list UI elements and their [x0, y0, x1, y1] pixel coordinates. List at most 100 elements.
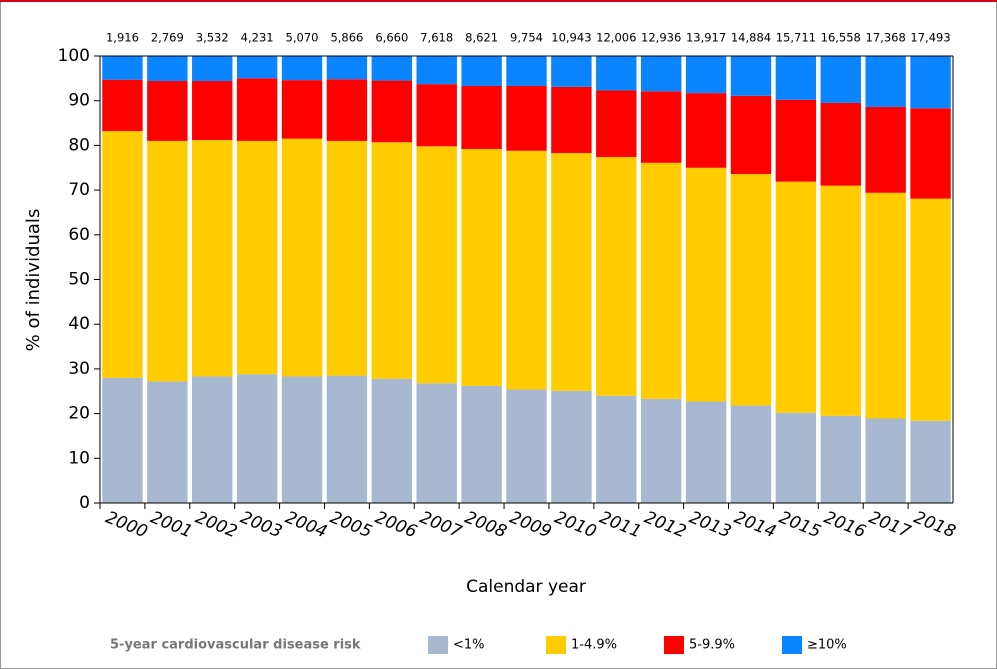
legend-swatch: [782, 636, 802, 654]
bar-segment: [640, 398, 682, 503]
count-label: 9,754: [510, 31, 543, 45]
legend-swatch: [664, 636, 684, 654]
bar-segment: [236, 56, 278, 79]
count-label: 5,070: [286, 31, 319, 45]
bar-segment: [147, 81, 188, 141]
bar-segment: [371, 80, 413, 143]
bar-segment: [730, 56, 772, 96]
bar-segment: [102, 79, 143, 132]
bar-segment: [596, 157, 637, 396]
count-label: 12,006: [596, 31, 636, 45]
bar-segment: [685, 93, 727, 168]
bar-segment: [192, 56, 233, 82]
bar-segment: [640, 56, 682, 92]
y-tick-label: 40: [68, 314, 90, 334]
count-label: 10,943: [551, 31, 591, 45]
bar-segment: [775, 56, 817, 100]
bar-segment: [371, 56, 413, 81]
bar-segment: [461, 385, 502, 503]
bar-segment: [865, 56, 906, 107]
bar-segment: [865, 106, 906, 193]
bar-segment: [147, 140, 188, 382]
bar-segment: [820, 102, 861, 186]
bar-segment: [236, 374, 278, 503]
count-label: 1,916: [106, 31, 139, 45]
bar-segment: [865, 192, 906, 419]
bar-segment: [371, 378, 413, 503]
bar-segment: [506, 150, 547, 390]
count-label: 15,711: [776, 31, 816, 45]
bar-segment: [910, 56, 951, 109]
legend-label: <1%: [453, 638, 485, 653]
bar-segment: [551, 56, 592, 87]
y-tick-label: 20: [68, 404, 90, 424]
legend-swatch: [546, 636, 566, 654]
count-label: 12,936: [641, 31, 681, 45]
bar-segment: [326, 79, 368, 141]
bar-segment: [416, 146, 457, 384]
legend-swatch: [428, 636, 448, 654]
count-label: 8,621: [465, 31, 498, 45]
bar-segment: [461, 148, 502, 386]
count-label: 4,231: [241, 31, 274, 45]
bar-segment: [281, 138, 323, 377]
y-tick-label: 90: [68, 91, 90, 111]
y-tick-label: 10: [68, 448, 90, 468]
bar-segment: [281, 56, 323, 81]
bar-segment: [102, 56, 143, 80]
y-tick-label: 60: [68, 225, 90, 245]
count-label: 17,368: [866, 31, 906, 45]
y-tick-label: 30: [68, 359, 90, 379]
bar-segment: [102, 131, 143, 378]
count-label: 3,532: [196, 31, 229, 45]
count-label: 13,917: [686, 31, 726, 45]
bar-segment: [775, 181, 817, 413]
bar-segment: [416, 383, 457, 503]
count-label: 14,884: [731, 31, 771, 45]
bar-segment: [461, 85, 502, 149]
count-label: 6,660: [375, 31, 408, 45]
bar-segment: [596, 90, 637, 158]
bar-segment: [910, 198, 951, 421]
bar-segment: [730, 405, 772, 503]
bar-segment: [551, 86, 592, 153]
y-tick-label: 80: [68, 135, 90, 155]
bar-segment: [192, 376, 233, 503]
bar-segment: [640, 91, 682, 163]
bar-segment: [326, 140, 368, 376]
bar-segment: [775, 99, 817, 182]
y-tick-label: 70: [68, 180, 90, 200]
bar-segment: [326, 375, 368, 503]
bar-segment: [685, 401, 727, 503]
bar-segment: [416, 56, 457, 85]
bar-segment: [281, 376, 323, 503]
bar-segment: [147, 381, 188, 503]
bar-segment: [326, 56, 368, 80]
bar-segment: [685, 167, 727, 402]
bar-segment: [551, 390, 592, 503]
bar-segment: [820, 56, 861, 103]
bar-segment: [685, 56, 727, 94]
legend-label: 5-9.9%: [689, 638, 735, 653]
bar-segment: [281, 80, 323, 139]
bar-segment: [730, 95, 772, 175]
count-label: 5,866: [330, 31, 363, 45]
count-label: 7,618: [420, 31, 453, 45]
bar-segment: [236, 78, 278, 141]
bar-segment: [371, 142, 413, 379]
bar-segment: [730, 174, 772, 406]
bar-segment: [910, 420, 951, 503]
count-label: 2,769: [151, 31, 184, 45]
bar-segment: [236, 140, 278, 375]
x-axis-title: Calendar year: [466, 577, 586, 597]
y-axis-title: % of individuals: [23, 209, 44, 352]
bar-segment: [865, 418, 906, 503]
bar-segment: [102, 377, 143, 503]
y-tick-label: 50: [68, 270, 90, 290]
bar-segment: [910, 108, 951, 199]
bar-segment: [192, 81, 233, 141]
count-label: 16,558: [821, 31, 861, 45]
y-tick-label: 0: [79, 493, 90, 513]
bar-segment: [192, 140, 233, 377]
